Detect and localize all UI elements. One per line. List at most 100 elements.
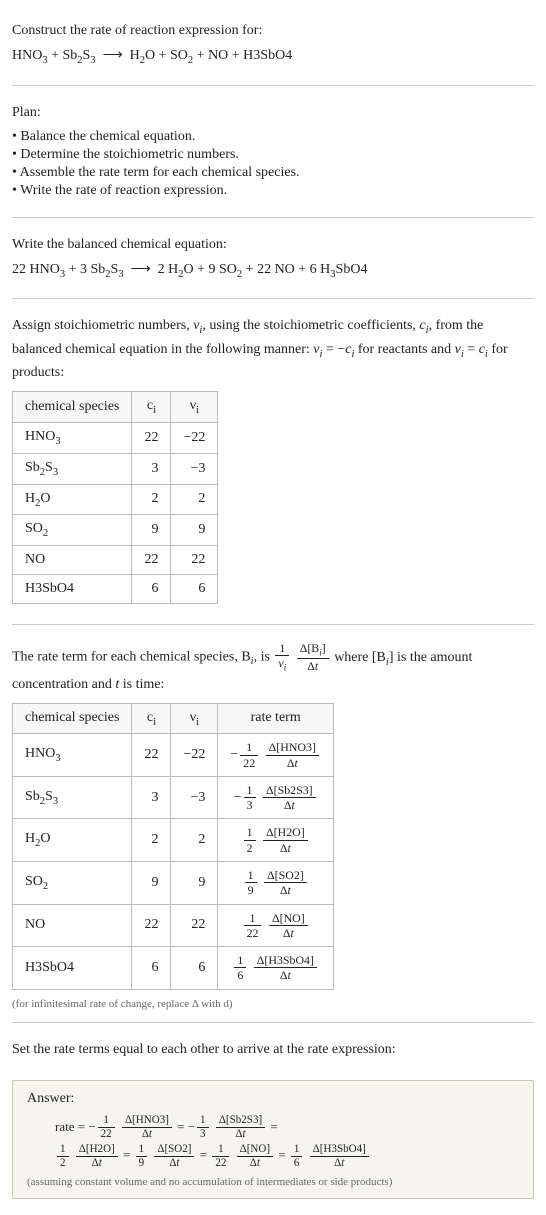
table-row: HNO322−22 (13, 422, 218, 453)
plan-section: Plan: • Balance the chemical equation. •… (12, 90, 534, 213)
unbalanced-equation: HNO3 + Sb2S3 ⟶ H2O + SO2 + NO + H3SbO4 (12, 45, 534, 69)
cell-nui: 2 (171, 484, 218, 515)
cell-species: H2O (13, 819, 132, 862)
cell-rate-term: −122 Δ[HNO3]Δt (218, 734, 334, 777)
cell-ci: 9 (132, 515, 171, 546)
table-row: H3SbO46616 Δ[H3SbO4]Δt (13, 947, 334, 990)
cell-ci: 2 (132, 484, 171, 515)
cell-nui: −3 (171, 776, 218, 819)
cell-rate-term: 12 Δ[H2O]Δt (218, 819, 334, 862)
divider (12, 1022, 534, 1023)
cell-rate-term: 16 Δ[H3SbO4]Δt (218, 947, 334, 990)
cell-ci: 22 (132, 422, 171, 453)
divider (12, 217, 534, 218)
cell-nui: −3 (171, 453, 218, 484)
cell-ci: 6 (132, 947, 171, 990)
divider (12, 85, 534, 86)
table-header-row: chemical species ci νi (13, 392, 218, 423)
divider (12, 298, 534, 299)
table-header-row: chemical species ci νi rate term (13, 703, 334, 734)
table-row: H2O22 (13, 484, 218, 515)
cell-nui: 22 (171, 546, 218, 575)
cell-species: HNO3 (13, 422, 132, 453)
plan-title: Plan: (12, 102, 534, 123)
answer-label: Answer: (27, 1091, 519, 1107)
table-row: Sb2S33−3−13 Δ[Sb2S3]Δt (13, 776, 334, 819)
stoich-intro: Assign stoichiometric numbers, νi, using… (12, 315, 534, 383)
header-section: Construct the rate of reaction expressio… (12, 8, 534, 81)
col-rate-term: rate term (218, 703, 334, 734)
cell-species: Sb2S3 (13, 776, 132, 819)
cell-species: H3SbO4 (13, 575, 132, 604)
cell-ci: 22 (132, 734, 171, 777)
table-row: SO299 (13, 515, 218, 546)
table-row: SO29919 Δ[SO2]Δt (13, 862, 334, 905)
cell-species: HNO3 (13, 734, 132, 777)
cell-nui: 6 (171, 575, 218, 604)
set-equal-section: Set the rate terms equal to each other t… (12, 1027, 534, 1072)
cell-nui: 9 (171, 862, 218, 905)
cell-rate-term: −13 Δ[Sb2S3]Δt (218, 776, 334, 819)
plan-item: • Write the rate of reaction expression. (12, 183, 534, 199)
balanced-title: Write the balanced chemical equation: (12, 234, 534, 255)
stoich-table: chemical species ci νi HNO322−22Sb2S33−3… (12, 391, 218, 604)
cell-rate-term: 19 Δ[SO2]Δt (218, 862, 334, 905)
cell-species: NO (13, 546, 132, 575)
answer-rate-line: 12 Δ[H2O]Δt = 19 Δ[SO2]Δt = 122 Δ[NO]Δt … (55, 1141, 519, 1170)
col-species: chemical species (13, 392, 132, 423)
rate-term-section: The rate term for each chemical species,… (12, 629, 534, 1018)
col-nui: νi (171, 392, 218, 423)
cell-species: NO (13, 904, 132, 947)
cell-ci: 2 (132, 819, 171, 862)
cell-nui: 2 (171, 819, 218, 862)
cell-ci: 22 (132, 546, 171, 575)
cell-nui: 9 (171, 515, 218, 546)
cell-species: Sb2S3 (13, 453, 132, 484)
cell-rate-term: 122 Δ[NO]Δt (218, 904, 334, 947)
col-ci: ci (132, 392, 171, 423)
table-row: NO2222122 Δ[NO]Δt (13, 904, 334, 947)
rate-intro-frac-outer: 1νi (275, 641, 289, 673)
cell-ci: 6 (132, 575, 171, 604)
cell-ci: 9 (132, 862, 171, 905)
col-nui: νi (171, 703, 218, 734)
answer-disclaimer: (assuming constant volume and no accumul… (27, 1176, 519, 1188)
plan-item-text: Balance the chemical equation. (20, 129, 195, 144)
rate-intro: The rate term for each chemical species,… (12, 641, 534, 694)
cell-species: SO2 (13, 515, 132, 546)
cell-species: SO2 (13, 862, 132, 905)
cell-species: H3SbO4 (13, 947, 132, 990)
answer-box: Answer: rate = −122 Δ[HNO3]Δt = −13 Δ[Sb… (12, 1080, 534, 1200)
col-species: chemical species (13, 703, 132, 734)
table-row: HNO322−22−122 Δ[HNO3]Δt (13, 734, 334, 777)
col-ci: ci (132, 703, 171, 734)
rate-intro-frac-inner: Δ[Bi]Δt (297, 641, 329, 673)
rate-intro-text: , is (254, 650, 274, 665)
plan-list: • Balance the chemical equation. • Deter… (12, 129, 534, 199)
plan-item-text: Determine the stoichiometric numbers. (20, 147, 239, 162)
rate-table-note: (for infinitesimal rate of change, repla… (12, 998, 534, 1010)
table-row: NO2222 (13, 546, 218, 575)
rate-intro-text: The rate term for each chemical species,… (12, 650, 251, 665)
table-row: H3SbO466 (13, 575, 218, 604)
cell-ci: 3 (132, 453, 171, 484)
cell-nui: 22 (171, 904, 218, 947)
rate-table: chemical species ci νi rate term HNO322−… (12, 703, 334, 990)
plan-item-text: Write the rate of reaction expression. (20, 183, 227, 198)
answer-rate-line: rate = −122 Δ[HNO3]Δt = −13 Δ[Sb2S3]Δt = (55, 1113, 519, 1142)
plan-item: • Balance the chemical equation. (12, 129, 534, 145)
cell-species: H2O (13, 484, 132, 515)
cell-nui: −22 (171, 422, 218, 453)
cell-nui: 6 (171, 947, 218, 990)
cell-ci: 3 (132, 776, 171, 819)
cell-nui: −22 (171, 734, 218, 777)
plan-item: • Assemble the rate term for each chemic… (12, 165, 534, 181)
stoich-section: Assign stoichiometric numbers, νi, using… (12, 303, 534, 620)
construct-prompt: Construct the rate of reaction expressio… (12, 20, 534, 41)
balanced-section: Write the balanced chemical equation: 22… (12, 222, 534, 295)
cell-ci: 22 (132, 904, 171, 947)
plan-item: • Determine the stoichiometric numbers. (12, 147, 534, 163)
table-row: H2O2212 Δ[H2O]Δt (13, 819, 334, 862)
divider (12, 624, 534, 625)
plan-item-text: Assemble the rate term for each chemical… (20, 165, 300, 180)
